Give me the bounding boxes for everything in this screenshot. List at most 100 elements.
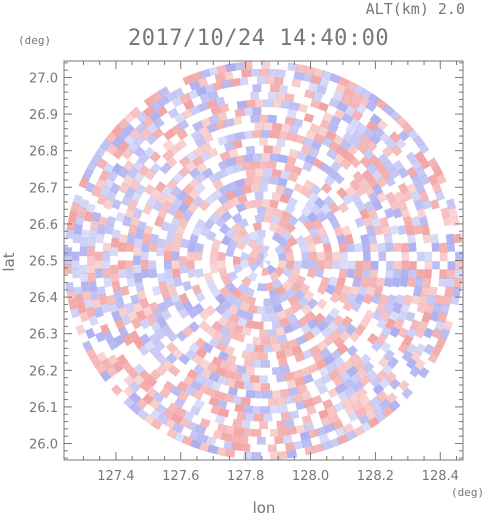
radar-cell [290, 243, 301, 254]
radar-cell [141, 242, 150, 253]
radar-cell [283, 163, 295, 174]
radar-cell [224, 165, 236, 176]
radar-field [64, 61, 463, 460]
radar-cell [316, 251, 325, 261]
radar-cell [179, 255, 187, 265]
radar-cell [326, 104, 338, 116]
radar-cell [284, 442, 295, 452]
radar-cell [156, 316, 168, 329]
radar-cell [329, 217, 341, 230]
radar-cell [167, 225, 178, 236]
radar-cell [182, 209, 194, 221]
radar-cell [304, 154, 317, 165]
radar-cell [319, 203, 332, 215]
radar-cell [88, 314, 99, 327]
radar-cell [406, 166, 418, 179]
radar-cell [148, 332, 161, 345]
radar-cell [352, 233, 362, 245]
radar-cell [292, 141, 304, 152]
radar-cell [199, 225, 211, 238]
radar-cell [421, 311, 432, 323]
radar-cell [445, 311, 456, 324]
radar-cell [284, 116, 296, 126]
radar-cell [233, 380, 245, 390]
radar-cell [260, 383, 271, 391]
radar-cell [295, 334, 307, 346]
radar-cell [397, 327, 409, 340]
radar-cell [170, 323, 182, 336]
radar-cell [259, 183, 269, 192]
radar-cell [378, 293, 389, 306]
radar-cell [312, 218, 324, 231]
radar-cell [134, 325, 147, 338]
radar-cell [293, 94, 305, 105]
radar-cell [280, 123, 291, 133]
radar-cell [124, 301, 135, 314]
radar-cell [241, 184, 252, 195]
radar-cell [81, 189, 93, 202]
radar-cell [261, 176, 271, 185]
radar-cell [160, 199, 173, 212]
radar-cell [139, 332, 151, 345]
radar-cell [216, 375, 228, 386]
radar-cell [299, 80, 311, 90]
radar-cell [180, 272, 190, 283]
radar-cell [354, 185, 367, 198]
radar-cell [384, 318, 396, 330]
radar-cell [279, 317, 290, 328]
radar-cell [179, 264, 188, 274]
radar-cell [253, 266, 263, 276]
radar-cell [306, 211, 319, 224]
radar-cell [233, 403, 245, 413]
radar-cell [87, 237, 97, 248]
radar-cell [128, 391, 142, 404]
radar-cell [173, 112, 186, 124]
radar-cell [405, 198, 416, 211]
radar-cell [198, 199, 211, 212]
radar-cell [399, 277, 409, 288]
radar-cell [133, 237, 143, 248]
radar-cell [287, 85, 298, 95]
radar-cell [150, 187, 162, 200]
radar-cell [284, 418, 295, 428]
radar-cell [225, 189, 237, 201]
radar-cell [445, 198, 456, 210]
radar-cell [72, 193, 83, 205]
radar-cell [280, 100, 292, 110]
radar-cell [297, 296, 310, 308]
radar-cell [427, 157, 440, 170]
radar-cell [145, 216, 157, 228]
radar-cell [263, 367, 273, 376]
radar-cell [139, 190, 151, 203]
radar-cell [253, 413, 264, 422]
radar-cell [285, 251, 295, 261]
radar-cell [223, 141, 235, 152]
radar-cell [357, 285, 368, 297]
radar-cell [242, 381, 253, 391]
radar-cell [406, 182, 418, 195]
radar-cell [414, 277, 424, 289]
radar-cell [381, 285, 392, 297]
radar-cell [319, 391, 331, 403]
radar-cell [308, 283, 320, 295]
radar-cell [64, 246, 73, 257]
radar-cell [265, 281, 275, 292]
radar-cell [107, 338, 119, 351]
radar-cell [418, 319, 429, 332]
radar-cell [358, 177, 370, 190]
radar-cell [263, 237, 273, 247]
y-tick-label: 26.4 [29, 291, 58, 306]
x-tick-label: 128.0 [292, 469, 329, 484]
radar-cell [434, 190, 446, 202]
radar-cell [401, 319, 413, 331]
radar-cell [180, 426, 193, 438]
radar-cell [401, 251, 410, 262]
radar-cell [233, 426, 245, 436]
radar-cell [163, 100, 176, 113]
radar-cell [337, 390, 350, 402]
radar-cell [254, 214, 264, 223]
radar-cell [393, 318, 405, 331]
radar-cell [267, 398, 277, 407]
radar-cell [437, 311, 448, 324]
radar-cell [242, 358, 254, 368]
